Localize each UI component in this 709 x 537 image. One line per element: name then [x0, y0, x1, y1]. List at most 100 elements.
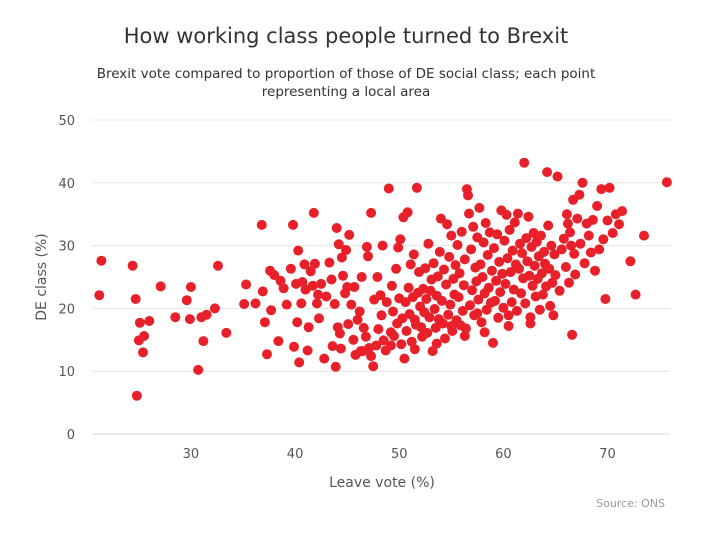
data-point[interactable] [547, 277, 558, 288]
data-point[interactable] [562, 218, 573, 229]
data-point[interactable] [617, 206, 628, 217]
data-point[interactable] [445, 299, 456, 310]
data-point[interactable] [366, 351, 377, 362]
data-point[interactable] [550, 270, 561, 281]
data-point[interactable] [400, 297, 411, 308]
data-point[interactable] [476, 317, 487, 328]
data-point[interactable] [344, 229, 355, 240]
data-point[interactable] [525, 318, 536, 329]
data-point[interactable] [144, 316, 155, 326]
data-point[interactable] [512, 208, 523, 219]
data-point[interactable] [572, 213, 583, 224]
data-point[interactable] [348, 334, 359, 345]
data-point[interactable] [321, 291, 332, 302]
data-point[interactable] [198, 336, 209, 347]
data-point[interactable] [464, 208, 474, 219]
data-point[interactable] [440, 333, 450, 344]
data-point[interactable] [406, 336, 417, 347]
data-point[interactable] [355, 346, 366, 357]
data-point[interactable] [256, 219, 267, 230]
data-point[interactable] [155, 281, 166, 292]
data-point[interactable] [342, 282, 353, 292]
data-point[interactable] [450, 260, 461, 271]
data-point[interactable] [334, 328, 345, 339]
data-point[interactable] [420, 263, 431, 274]
data-point[interactable] [397, 313, 408, 324]
data-point[interactable] [395, 234, 406, 245]
data-point[interactable] [507, 245, 518, 256]
data-point[interactable] [598, 234, 609, 245]
data-point[interactable] [405, 259, 416, 270]
data-point[interactable] [488, 337, 498, 348]
data-point[interactable] [281, 299, 292, 310]
data-point[interactable] [639, 230, 649, 241]
data-point[interactable] [467, 285, 478, 296]
data-point[interactable] [472, 308, 483, 319]
data-point[interactable] [524, 270, 535, 281]
data-point[interactable] [625, 256, 636, 267]
data-point[interactable] [294, 357, 305, 368]
data-point[interactable] [501, 209, 512, 220]
data-point[interactable] [403, 282, 414, 293]
data-point[interactable] [434, 246, 445, 257]
data-point[interactable] [486, 265, 497, 276]
data-point[interactable] [454, 268, 465, 279]
data-point[interactable] [356, 272, 367, 282]
data-point[interactable] [661, 177, 672, 188]
data-point[interactable] [614, 219, 624, 230]
data-point[interactable] [478, 237, 489, 248]
data-point[interactable] [331, 223, 342, 233]
data-point[interactable] [422, 327, 433, 338]
data-point[interactable] [349, 282, 360, 292]
data-point[interactable] [385, 340, 396, 351]
data-point[interactable] [408, 249, 419, 260]
data-point[interactable] [184, 314, 195, 325]
data-point[interactable] [542, 167, 553, 178]
data-point[interactable] [529, 260, 540, 271]
data-point[interactable] [556, 244, 567, 255]
data-point[interactable] [495, 287, 506, 298]
data-point[interactable] [505, 267, 516, 277]
data-point[interactable] [354, 306, 365, 317]
data-point[interactable] [561, 209, 572, 220]
data-point[interactable] [309, 258, 320, 269]
data-point[interactable] [492, 229, 503, 240]
data-point[interactable] [480, 218, 491, 228]
data-point[interactable] [262, 349, 272, 360]
data-point[interactable] [292, 317, 303, 328]
data-point[interactable] [201, 309, 212, 320]
data-point[interactable] [446, 230, 457, 241]
data-point[interactable] [596, 184, 607, 195]
data-point[interactable] [523, 211, 534, 222]
data-point[interactable] [552, 171, 563, 182]
data-point[interactable] [459, 254, 470, 265]
data-point[interactable] [560, 262, 571, 272]
data-point[interactable] [327, 341, 338, 352]
data-point[interactable] [517, 248, 528, 259]
data-point[interactable] [545, 300, 556, 311]
data-point[interactable] [423, 238, 434, 249]
data-point[interactable] [373, 324, 384, 335]
data-point[interactable] [313, 289, 323, 300]
data-point[interactable] [537, 289, 548, 300]
data-point[interactable] [494, 256, 505, 267]
data-point[interactable] [138, 347, 148, 358]
data-point[interactable] [544, 263, 555, 274]
data-point[interactable] [326, 274, 337, 285]
data-point[interactable] [134, 317, 145, 328]
data-point[interactable] [465, 300, 475, 311]
data-point[interactable] [458, 280, 469, 291]
data-point[interactable] [139, 331, 150, 341]
data-point[interactable] [498, 302, 509, 313]
data-point[interactable] [430, 322, 441, 333]
data-point[interactable] [366, 207, 377, 218]
data-point[interactable] [193, 364, 204, 375]
data-point[interactable] [389, 331, 399, 341]
data-point[interactable] [516, 288, 527, 299]
data-point[interactable] [428, 258, 439, 269]
data-point[interactable] [241, 279, 252, 290]
data-point[interactable] [483, 282, 494, 293]
data-point[interactable] [329, 299, 340, 309]
data-point[interactable] [474, 202, 485, 213]
data-point[interactable] [473, 294, 484, 305]
